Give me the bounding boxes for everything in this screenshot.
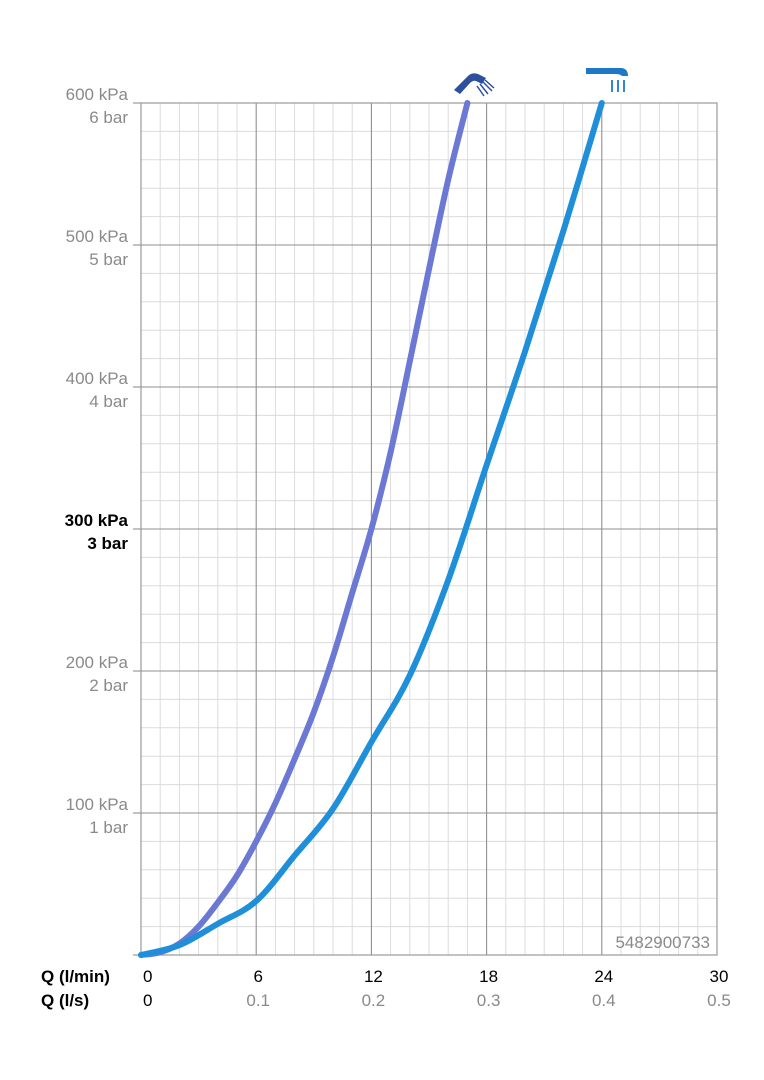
x-tick-label-ls: 0.4 [592, 991, 616, 1010]
y-tick-label-kpa: 200 kPa [66, 653, 129, 672]
chart-code: 5482900733 [615, 933, 710, 952]
x-tick-label-ls: 0.2 [362, 991, 386, 1010]
y-tick-label-kpa: 500 kPa [66, 227, 129, 246]
hand-shower-icon [454, 73, 495, 97]
y-tick-label-bar: 6 bar [89, 108, 128, 127]
y-tick-label-bar: 1 bar [89, 818, 128, 837]
y-tick-label-bar: 2 bar [89, 676, 128, 695]
y-tick-label-kpa: 600 kPa [66, 85, 129, 104]
y-axis-labels: 100 kPa 1 bar 200 kPa 2 bar 300 kPa 3 bar 400 … [65, 85, 129, 837]
y-tick-label-kpa: 300 kPa [65, 511, 129, 530]
grid-major [133, 102, 717, 956]
x-tick-label-lmin: 30 [710, 967, 729, 986]
x-tick-label-ls: 0.3 [477, 991, 501, 1010]
x-axis-label-lmin: Q (l/min) [41, 967, 110, 986]
y-tick-label-bar: 3 bar [87, 534, 128, 553]
x-tick-label-lmin: 24 [594, 967, 613, 986]
x-axis-label-ls: Q (l/s) [41, 991, 89, 1010]
x-tick-label-lmin: 0 [143, 967, 152, 986]
y-tick-label-kpa: 100 kPa [66, 795, 129, 814]
series-group [138, 100, 605, 958]
x-tick-label-lmin: 18 [479, 967, 498, 986]
x-tick-label-ls: 0.5 [707, 991, 731, 1010]
x-tick-label-ls: 0 [143, 991, 152, 1010]
x-tick-label-ls: 0.1 [246, 991, 270, 1010]
series-line-hand-shower [138, 100, 471, 958]
y-tick-label-bar: 4 bar [89, 392, 128, 411]
x-tick-label-lmin: 12 [364, 967, 383, 986]
x-axis-labels: Q (l/min) Q (l/s) 0 0 6 0.1 12 0.2 18 0.3 24 0.4 30 0… [41, 967, 731, 1010]
series-line-overhead-shower [138, 100, 605, 958]
overhead-shower-icon [586, 68, 628, 92]
x-tick-label-lmin: 6 [253, 967, 262, 986]
y-tick-label-kpa: 400 kPa [66, 369, 129, 388]
y-tick-label-bar: 5 bar [89, 250, 128, 269]
plot-frame [140, 102, 718, 956]
